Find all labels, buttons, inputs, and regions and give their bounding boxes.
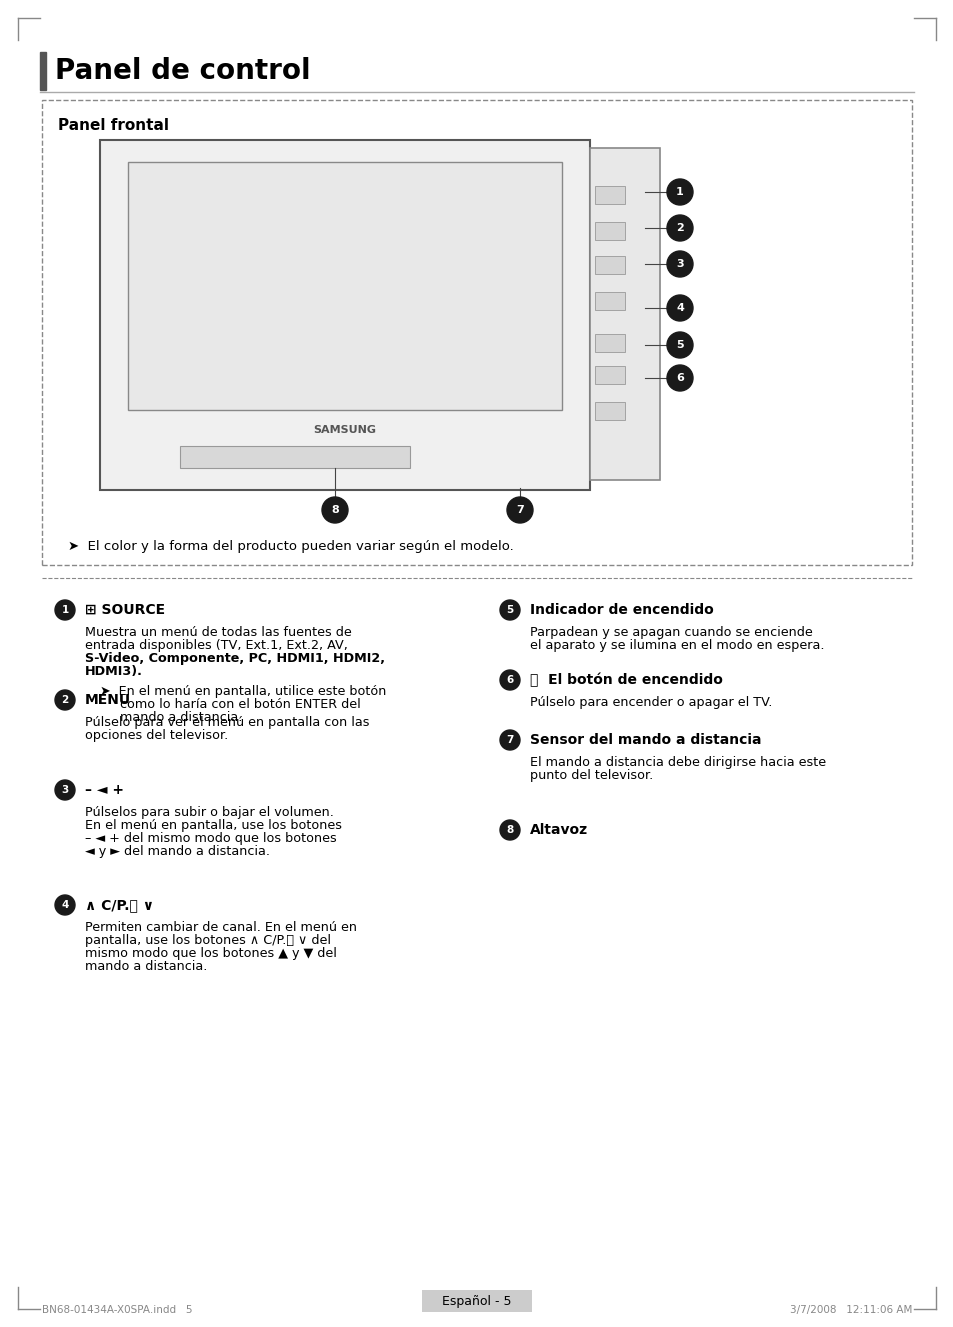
Text: El mando a distancia debe dirigirse hacia este: El mando a distancia debe dirigirse haci… [530,756,825,770]
Circle shape [55,600,75,620]
Text: 5: 5 [676,340,683,350]
Text: el aparato y se ilumina en el modo en espera.: el aparato y se ilumina en el modo en es… [530,640,823,652]
Text: 1: 1 [61,605,69,614]
Text: ∧ C/P.⌛ ∨: ∧ C/P.⌛ ∨ [85,898,153,912]
Bar [180,446,410,468]
Circle shape [666,179,692,204]
Bar [421,1290,532,1312]
Bar [595,366,624,384]
Text: 6: 6 [506,675,513,685]
Circle shape [55,894,75,916]
Text: Púlselo para encender o apagar el TV.: Púlselo para encender o apagar el TV. [530,695,772,709]
Circle shape [666,332,692,358]
Text: 3/7/2008   12:11:06 AM: 3/7/2008 12:11:06 AM [789,1304,911,1315]
Bar [595,292,624,311]
Text: BN68-01434A-X0SPA.indd   5: BN68-01434A-X0SPA.indd 5 [42,1304,193,1315]
Text: – ◄ +: – ◄ + [85,783,124,798]
Text: Indicador de encendido: Indicador de encendido [530,602,713,617]
Bar [595,256,624,273]
Text: pantalla, use los botones ∧ C/P.⌛ ∨ del: pantalla, use los botones ∧ C/P.⌛ ∨ del [85,934,331,947]
Bar [128,162,561,410]
Circle shape [499,670,519,690]
Text: opciones del televisor.: opciones del televisor. [85,729,228,742]
Bar [100,141,589,490]
Text: – ◄ + del mismo modo que los botones: – ◄ + del mismo modo que los botones [85,832,336,845]
Circle shape [506,498,533,523]
Circle shape [499,600,519,620]
Circle shape [499,820,519,840]
Text: 7: 7 [506,735,513,744]
Text: Altavoz: Altavoz [530,823,587,837]
Text: entrada disponibles (TV, Ext.1, Ext.2, AV,: entrada disponibles (TV, Ext.1, Ext.2, A… [85,640,348,652]
Text: MENU: MENU [85,693,131,707]
Text: 8: 8 [506,825,513,835]
Bar [595,402,624,421]
Text: ➤  El color y la forma del producto pueden variar según el modelo.: ➤ El color y la forma del producto puede… [68,540,514,553]
Text: 6: 6 [676,373,683,384]
Text: 4: 4 [61,900,69,910]
Text: S-Video, Componente, PC, HDMI1, HDMI2,: S-Video, Componente, PC, HDMI1, HDMI2, [85,652,385,665]
Text: ⊞ SOURCE: ⊞ SOURCE [85,602,165,617]
Bar [595,186,624,204]
Text: 3: 3 [676,259,683,269]
Text: Panel frontal: Panel frontal [58,118,169,133]
Circle shape [666,215,692,242]
Text: ◄ y ► del mando a distancia.: ◄ y ► del mando a distancia. [85,845,270,859]
FancyBboxPatch shape [42,100,911,565]
Text: 1: 1 [676,187,683,196]
Bar [595,334,624,352]
Text: Parpadean y se apagan cuando se enciende: Parpadean y se apagan cuando se enciende [530,626,812,640]
Text: HDMI3).: HDMI3). [85,665,143,678]
Text: Muestra un menú de todas las fuentes de: Muestra un menú de todas las fuentes de [85,626,352,640]
Text: ⏻  El botón de encendido: ⏻ El botón de encendido [530,673,722,687]
Text: mismo modo que los botones ▲ y ▼ del: mismo modo que los botones ▲ y ▼ del [85,947,336,959]
Bar [595,222,624,240]
Text: 7: 7 [516,506,523,515]
Text: Púlselos para subir o bajar el volumen.: Púlselos para subir o bajar el volumen. [85,805,334,819]
Text: Permiten cambiar de canal. En el menú en: Permiten cambiar de canal. En el menú en [85,921,356,934]
Text: mando a distancia.: mando a distancia. [100,711,242,725]
Text: 2: 2 [676,223,683,234]
Circle shape [666,295,692,321]
Text: mando a distancia.: mando a distancia. [85,959,207,973]
Circle shape [55,690,75,710]
Bar [589,149,659,480]
Text: como lo haría con el botón ENTER del: como lo haría con el botón ENTER del [100,698,360,711]
Text: Español - 5: Español - 5 [442,1295,511,1307]
Circle shape [322,498,348,523]
Circle shape [55,780,75,800]
Text: 5: 5 [506,605,513,614]
Text: SAMSUNG: SAMSUNG [314,425,376,435]
Bar [40,52,46,90]
Text: 8: 8 [331,506,338,515]
Text: Púlselo para ver el menú en pantalla con las: Púlselo para ver el menú en pantalla con… [85,717,369,729]
Text: Sensor del mando a distancia: Sensor del mando a distancia [530,733,760,747]
Text: Panel de control: Panel de control [55,57,311,85]
Text: En el menú en pantalla, use los botones: En el menú en pantalla, use los botones [85,819,341,832]
Text: 4: 4 [676,303,683,313]
Text: punto del televisor.: punto del televisor. [530,770,653,782]
Text: 2: 2 [61,695,69,705]
Text: ➤  En el menú en pantalla, utilice este botón: ➤ En el menú en pantalla, utilice este b… [100,685,386,698]
Circle shape [666,365,692,391]
Circle shape [499,730,519,750]
Text: 3: 3 [61,786,69,795]
Circle shape [666,251,692,277]
